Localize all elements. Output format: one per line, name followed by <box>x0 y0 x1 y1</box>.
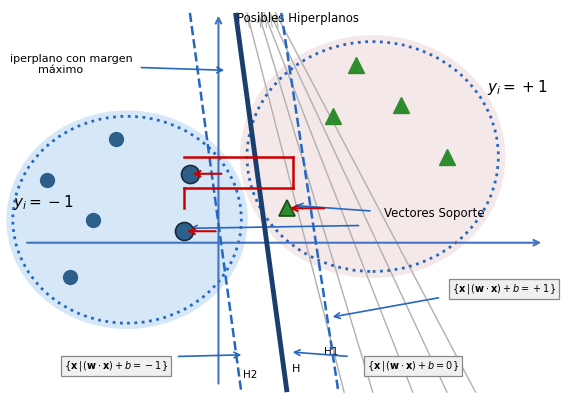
Ellipse shape <box>7 111 247 328</box>
Text: Vectores Soporte: Vectores Soporte <box>384 207 484 220</box>
Text: $\{\mathbf{x}\,|\,(\mathbf{w}\cdot\mathbf{x})+b=+1\}$: $\{\mathbf{x}\,|\,(\mathbf{w}\cdot\mathb… <box>452 282 556 296</box>
Text: H: H <box>292 364 300 374</box>
Text: H1: H1 <box>324 347 339 357</box>
Text: $\{\mathbf{x}\,|\,(\mathbf{w}\cdot\mathbf{x})+b=0\}$: $\{\mathbf{x}\,|\,(\mathbf{w}\cdot\mathb… <box>367 359 459 373</box>
Ellipse shape <box>241 36 505 277</box>
Text: $\{\mathbf{x}\,|\,(\mathbf{w}\cdot\mathbf{x})+b=-1\}$: $\{\mathbf{x}\,|\,(\mathbf{w}\cdot\mathb… <box>64 359 168 373</box>
Text: H2: H2 <box>243 370 257 380</box>
Text: $y_i = -1$: $y_i = -1$ <box>13 193 73 212</box>
Text: $y_i = +1$: $y_i = +1$ <box>487 78 548 97</box>
Text: iperplano con margen
        máximo: iperplano con margen máximo <box>10 54 133 75</box>
Text: Posibles Hiperplanos: Posibles Hiperplanos <box>238 11 359 24</box>
